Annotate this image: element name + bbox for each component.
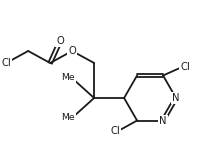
Text: Cl: Cl — [1, 58, 11, 68]
Text: Me: Me — [61, 74, 75, 82]
Text: Me: Me — [61, 114, 75, 122]
Text: O: O — [68, 46, 76, 56]
Text: Cl: Cl — [180, 63, 190, 72]
Text: Cl: Cl — [110, 125, 120, 135]
Text: O: O — [56, 36, 64, 46]
Text: N: N — [172, 93, 180, 103]
Text: N: N — [159, 116, 167, 125]
